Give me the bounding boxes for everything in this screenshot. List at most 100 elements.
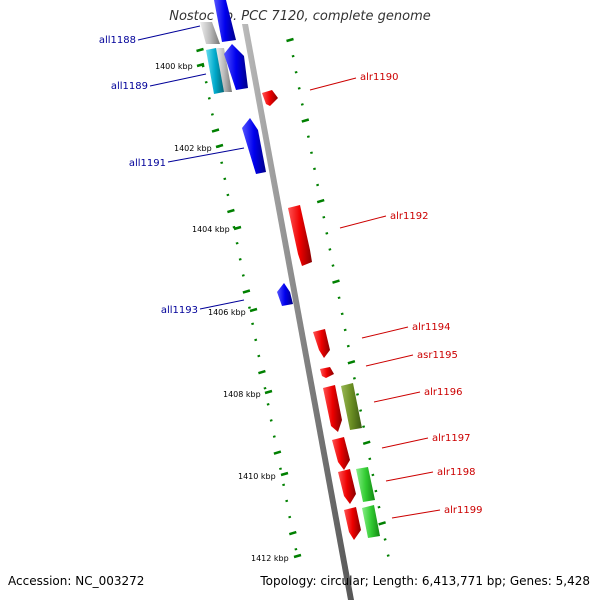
gene-label-leaders bbox=[137, 25, 441, 519]
left-track-tick bbox=[238, 258, 242, 261]
left-track-tick bbox=[282, 483, 286, 487]
right-track-tick bbox=[346, 344, 350, 348]
gene-label-alr1194[interactable]: alr1194 bbox=[412, 322, 450, 333]
right-track-tick bbox=[386, 554, 390, 557]
right-track-tick bbox=[332, 279, 340, 284]
right-track-tick bbox=[383, 538, 387, 541]
gene-alr1196-red-shape[interactable] bbox=[323, 385, 342, 432]
left-track-tick bbox=[196, 47, 204, 53]
gene-labels: all1188 all1189 alr1190 all1191 alr1192 … bbox=[99, 35, 483, 516]
right-track-tick bbox=[377, 505, 381, 509]
right-track-tick bbox=[297, 87, 301, 90]
left-track-tick bbox=[207, 97, 211, 100]
left-track-tick bbox=[288, 530, 297, 536]
gene-alr1198-green-shape[interactable] bbox=[356, 467, 375, 502]
left-track-tick bbox=[269, 419, 273, 422]
left-track-tick bbox=[258, 369, 266, 375]
gene-label-all1191[interactable]: all1191 bbox=[129, 158, 166, 169]
right-track-tick bbox=[301, 118, 310, 123]
gene-all1189-cyan-shape[interactable] bbox=[206, 48, 224, 94]
right-track-tick bbox=[328, 248, 332, 251]
right-track-tick bbox=[347, 360, 356, 365]
left-track-tick bbox=[285, 499, 289, 503]
gene-alr1197-shape[interactable] bbox=[332, 437, 350, 470]
right-track-tick bbox=[371, 473, 375, 477]
gene-alr1194-shape[interactable] bbox=[313, 329, 330, 358]
right-track-tick bbox=[356, 393, 359, 396]
gene-grey2-shape bbox=[216, 48, 232, 92]
gene-asr1195-shape[interactable] bbox=[320, 367, 334, 378]
gene-label-all1189[interactable]: all1189 bbox=[111, 81, 148, 92]
gene-grey-shape bbox=[200, 22, 220, 44]
right-track-tick bbox=[359, 409, 363, 412]
left-track-tick bbox=[248, 306, 251, 309]
gene-label-alr1197[interactable]: alr1197 bbox=[432, 433, 470, 444]
right-track-tick bbox=[343, 328, 347, 332]
left-track-tick bbox=[254, 338, 258, 342]
right-track-tick bbox=[337, 296, 341, 300]
left-track-tick bbox=[251, 322, 255, 326]
scale-label-1402: 1402 kbp bbox=[174, 144, 212, 153]
gene-all1189-blue-shape[interactable] bbox=[224, 44, 248, 90]
gene-label-all1193[interactable]: all1193 bbox=[161, 305, 198, 316]
gene-alr1198-red-shape[interactable] bbox=[338, 469, 356, 504]
right-track-tick bbox=[316, 183, 320, 187]
gene-alr1192-shape[interactable] bbox=[288, 205, 312, 266]
right-track-tick bbox=[368, 457, 372, 461]
right-track-tick bbox=[362, 425, 366, 428]
right-track-tick bbox=[291, 54, 295, 58]
scale-labels: 1400 kbp 1402 kbp 1404 kbp 1406 kbp 1408… bbox=[155, 62, 289, 563]
minus-strand-genes bbox=[200, 0, 293, 306]
left-track-tick bbox=[210, 113, 214, 116]
gene-label-asr1195[interactable]: asr1195 bbox=[417, 350, 458, 361]
gene-label-alr1190[interactable]: alr1190 bbox=[360, 72, 398, 83]
right-track-tick bbox=[325, 232, 329, 235]
left-track-tick bbox=[263, 386, 267, 390]
left-track-tick bbox=[294, 547, 298, 551]
gene-label-alr1199[interactable]: alr1199 bbox=[444, 505, 482, 516]
gene-all1188-shape[interactable] bbox=[214, 0, 236, 42]
right-track-tick bbox=[286, 37, 294, 43]
right-track-tick bbox=[340, 312, 344, 316]
left-track-tick bbox=[279, 467, 282, 471]
right-track-tick bbox=[310, 151, 313, 155]
left-track-tick bbox=[266, 403, 270, 406]
gene-all1191-shape[interactable] bbox=[242, 118, 266, 174]
left-track-tick bbox=[220, 161, 224, 165]
right-track-tick bbox=[331, 264, 335, 267]
left-tick-track bbox=[196, 47, 298, 551]
accession-label: Accession: NC_003272 bbox=[8, 574, 145, 588]
right-track-tick bbox=[313, 167, 316, 171]
left-track-tick bbox=[257, 354, 261, 358]
right-track-tick bbox=[300, 103, 304, 106]
gene-alr1199-red-shape[interactable] bbox=[344, 507, 361, 540]
plus-strand-genes bbox=[262, 90, 380, 540]
gene-alr1196-olive-shape[interactable] bbox=[341, 383, 362, 430]
scale-major-ticks bbox=[196, 62, 302, 559]
gene-label-all1188[interactable]: all1188 bbox=[99, 35, 136, 46]
right-track-tick bbox=[294, 70, 298, 74]
left-track-tick bbox=[226, 193, 230, 197]
left-track-tick bbox=[241, 274, 245, 277]
right-tick-track bbox=[286, 37, 390, 557]
left-track-tick bbox=[204, 80, 208, 84]
gene-alr1190-shape[interactable] bbox=[262, 90, 278, 106]
gene-label-alr1198[interactable]: alr1198 bbox=[437, 467, 475, 478]
genome-title: Nostoc sp. PCC 7120, complete genome bbox=[169, 9, 431, 24]
scale-label-1400: 1400 kbp bbox=[155, 62, 193, 71]
gene-all1193-shape[interactable] bbox=[277, 283, 293, 306]
right-track-tick bbox=[322, 215, 326, 219]
gene-label-alr1192[interactable]: alr1192 bbox=[390, 211, 428, 222]
left-track-tick bbox=[235, 241, 239, 245]
left-track-tick bbox=[272, 435, 276, 438]
gene-alr1199-green-shape[interactable] bbox=[362, 505, 380, 538]
genome-axis bbox=[242, 24, 354, 600]
right-track-tick bbox=[352, 377, 356, 380]
left-track-tick bbox=[227, 208, 235, 214]
left-track-tick bbox=[223, 177, 227, 181]
right-track-tick bbox=[374, 489, 378, 493]
genome-summary: Topology: circular; Length: 6,413,771 bp… bbox=[260, 574, 590, 588]
gene-label-alr1196[interactable]: alr1196 bbox=[424, 387, 462, 398]
scale-label-1406: 1406 kbp bbox=[208, 308, 246, 317]
scale-label-1410: 1410 kbp bbox=[238, 472, 276, 481]
